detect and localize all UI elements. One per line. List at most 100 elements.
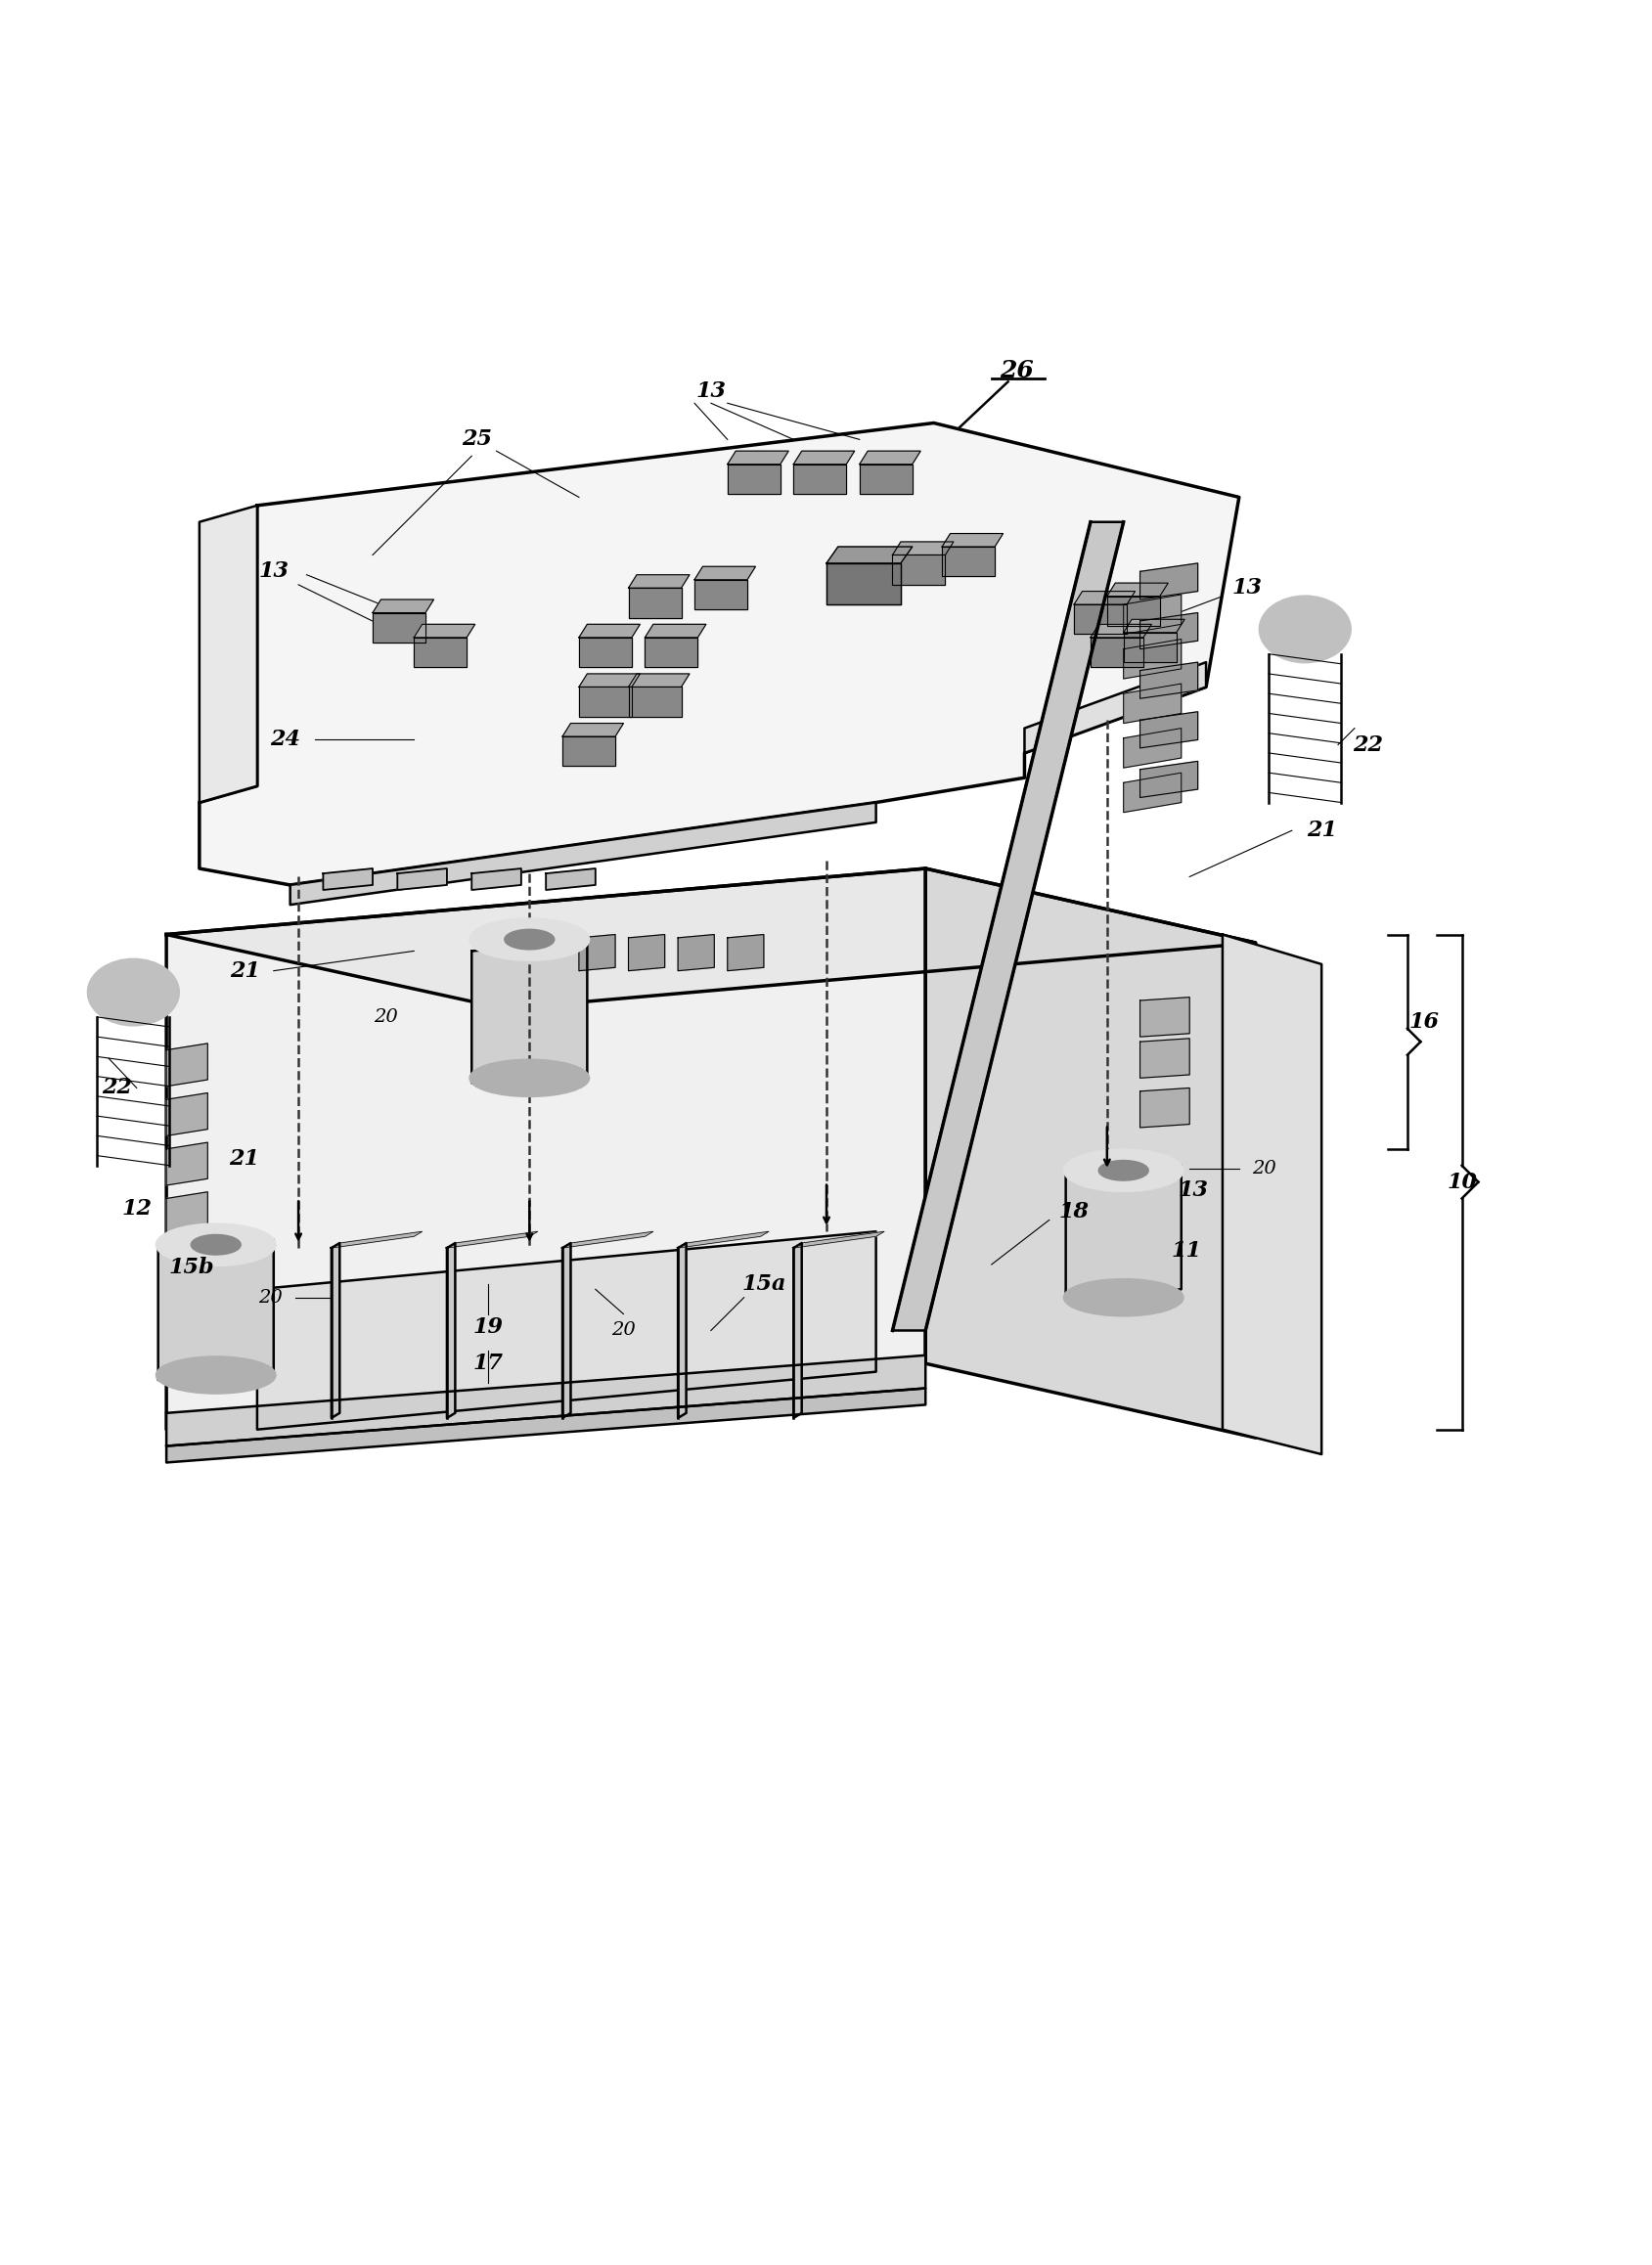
Text: 13: 13	[1176, 1180, 1208, 1200]
Polygon shape	[793, 1232, 884, 1248]
Polygon shape	[159, 1239, 274, 1379]
Text: 25: 25	[461, 428, 492, 451]
Polygon shape	[826, 564, 900, 605]
Ellipse shape	[1064, 1151, 1183, 1191]
Polygon shape	[291, 802, 876, 904]
Polygon shape	[677, 935, 714, 972]
Polygon shape	[694, 566, 755, 580]
Polygon shape	[727, 464, 780, 494]
Polygon shape	[1074, 605, 1127, 634]
Polygon shape	[545, 867, 595, 890]
Polygon shape	[578, 935, 615, 972]
Polygon shape	[167, 1191, 208, 1234]
Polygon shape	[578, 636, 631, 668]
Ellipse shape	[469, 1060, 588, 1096]
Polygon shape	[628, 575, 689, 589]
Ellipse shape	[157, 1223, 276, 1266]
Polygon shape	[330, 1243, 339, 1418]
Polygon shape	[942, 546, 995, 575]
Polygon shape	[1123, 729, 1181, 768]
Polygon shape	[372, 600, 433, 614]
Polygon shape	[793, 1243, 801, 1418]
Ellipse shape	[1099, 1160, 1148, 1180]
Text: 15a: 15a	[742, 1273, 785, 1296]
Polygon shape	[892, 541, 953, 555]
Ellipse shape	[88, 960, 178, 1026]
Polygon shape	[628, 673, 689, 686]
Polygon shape	[1123, 596, 1181, 634]
Polygon shape	[258, 1232, 876, 1429]
Polygon shape	[167, 1142, 208, 1185]
Polygon shape	[446, 1232, 537, 1248]
Polygon shape	[167, 1044, 208, 1087]
Text: 24: 24	[269, 729, 301, 750]
Polygon shape	[1140, 1087, 1189, 1128]
Polygon shape	[677, 1232, 768, 1248]
Polygon shape	[372, 614, 425, 643]
Polygon shape	[727, 935, 763, 972]
Text: 20: 20	[1251, 1160, 1275, 1178]
Polygon shape	[1107, 582, 1168, 596]
Polygon shape	[1090, 636, 1143, 668]
Ellipse shape	[1064, 1280, 1183, 1316]
Text: 20: 20	[373, 1008, 398, 1026]
Text: 13: 13	[695, 381, 725, 403]
Ellipse shape	[469, 920, 588, 960]
Polygon shape	[1074, 591, 1135, 605]
Text: 15b: 15b	[169, 1257, 213, 1277]
Polygon shape	[413, 625, 474, 636]
Polygon shape	[1123, 632, 1176, 661]
Text: 18: 18	[1059, 1200, 1089, 1223]
Polygon shape	[578, 686, 631, 716]
Text: 22: 22	[102, 1078, 132, 1099]
Polygon shape	[793, 451, 854, 464]
Text: 13: 13	[1231, 578, 1262, 598]
Polygon shape	[167, 1094, 208, 1135]
Text: 12: 12	[122, 1198, 152, 1219]
Polygon shape	[324, 867, 372, 890]
Ellipse shape	[1259, 596, 1350, 661]
Polygon shape	[1123, 772, 1181, 813]
Polygon shape	[1123, 684, 1181, 723]
Polygon shape	[562, 1232, 653, 1248]
Text: 21: 21	[230, 960, 261, 981]
Polygon shape	[1140, 661, 1198, 698]
Polygon shape	[1107, 596, 1160, 625]
Polygon shape	[167, 867, 1256, 1008]
Polygon shape	[562, 723, 623, 736]
Polygon shape	[942, 535, 1003, 546]
Polygon shape	[396, 867, 446, 890]
Polygon shape	[1140, 564, 1198, 600]
Text: 11: 11	[1170, 1241, 1201, 1262]
Polygon shape	[826, 546, 912, 564]
Polygon shape	[471, 942, 586, 1083]
Polygon shape	[628, 935, 664, 972]
Polygon shape	[167, 1354, 925, 1445]
Polygon shape	[1140, 1037, 1189, 1078]
Polygon shape	[1123, 618, 1184, 632]
Polygon shape	[1090, 625, 1151, 636]
Polygon shape	[644, 636, 697, 668]
Text: 16: 16	[1408, 1010, 1439, 1033]
Polygon shape	[471, 867, 520, 890]
Text: 19: 19	[472, 1316, 504, 1339]
Polygon shape	[1140, 997, 1189, 1037]
Text: 26: 26	[999, 358, 1032, 383]
Polygon shape	[793, 464, 846, 494]
Polygon shape	[727, 451, 788, 464]
Text: 10: 10	[1446, 1171, 1477, 1194]
Ellipse shape	[192, 1234, 241, 1255]
Polygon shape	[677, 1243, 686, 1418]
Text: 21: 21	[1305, 820, 1336, 840]
Polygon shape	[167, 1388, 925, 1463]
Polygon shape	[446, 1243, 454, 1418]
Ellipse shape	[504, 929, 553, 949]
Polygon shape	[644, 625, 705, 636]
Polygon shape	[628, 589, 681, 618]
Polygon shape	[578, 673, 639, 686]
Polygon shape	[859, 464, 912, 494]
Polygon shape	[1140, 711, 1198, 747]
Text: 20: 20	[611, 1323, 636, 1339]
Polygon shape	[628, 686, 681, 716]
Polygon shape	[330, 1232, 421, 1248]
